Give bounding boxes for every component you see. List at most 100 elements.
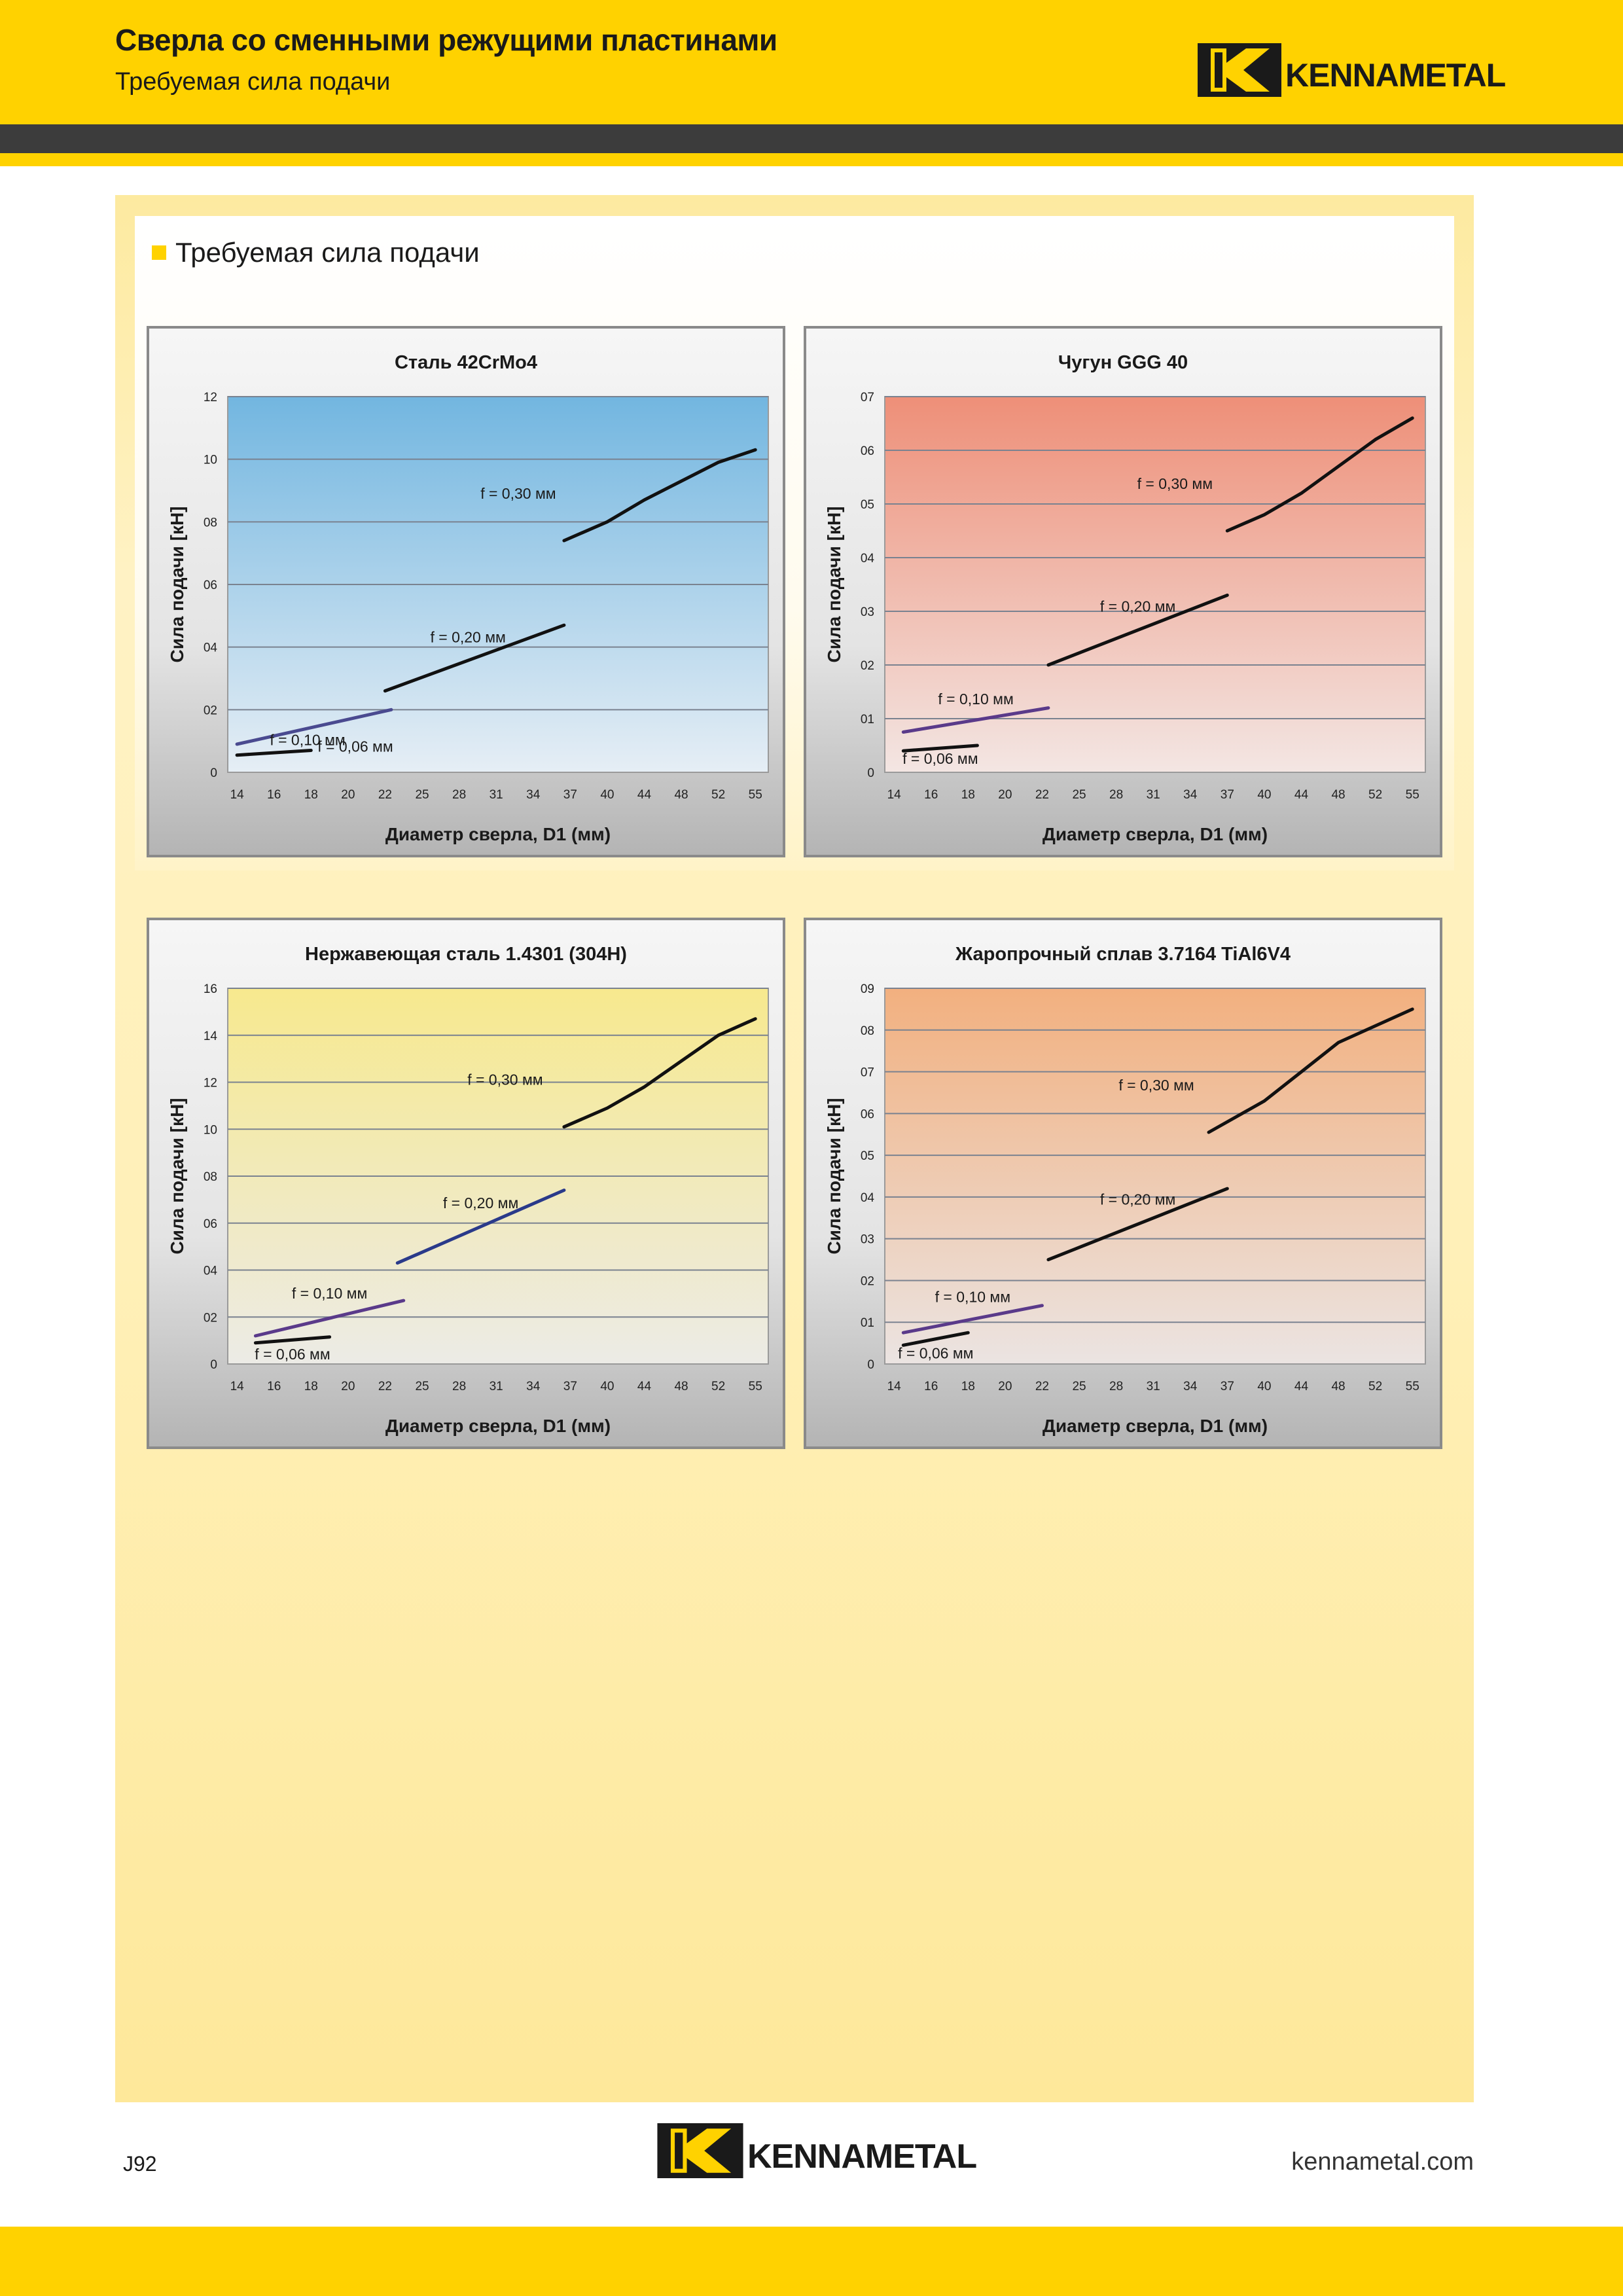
series-line [1207, 1007, 1414, 1134]
x-tick-label: 18 [304, 1380, 318, 1393]
series-line [235, 749, 313, 757]
x-tick-label: 28 [1109, 788, 1123, 802]
chart-plot: 0 02 04 06 08 10 12 14 16 18 20 22 25 28 31 34 37 40 44 48 5… [167, 391, 769, 844]
x-tick-label: 16 [924, 1380, 938, 1393]
series-label: f = 0,30 мм [1118, 1077, 1194, 1094]
header-yellow-strip [0, 153, 1623, 166]
x-tick-label: 16 [267, 1380, 281, 1393]
page-number: J92 [123, 2152, 157, 2176]
x-tick-label: 31 [1147, 1380, 1160, 1393]
y-tick-label: 02 [861, 1274, 874, 1288]
series-label: f = 0,20 мм [430, 628, 505, 645]
y-tick-label: 10 [204, 1123, 217, 1137]
header-dark-strip [0, 124, 1623, 153]
y-tick-label: 07 [861, 1066, 874, 1080]
bullet-square-icon [152, 245, 166, 260]
x-tick-label: 55 [1406, 1380, 1419, 1393]
y-tick-label: 0 [210, 766, 217, 780]
series-label: f = 0,10 мм [938, 691, 1013, 708]
x-tick-label: 48 [1331, 788, 1345, 802]
series-line [901, 1304, 1044, 1335]
x-tick-label: 37 [563, 1380, 577, 1393]
page-title: Сверла со сменными режущими пластинами [115, 23, 777, 57]
series-label: f = 0,10 мм [935, 1288, 1010, 1305]
series-line [562, 448, 757, 543]
series-line [901, 744, 979, 753]
x-tick-label: 14 [230, 1380, 245, 1393]
kennametal-k-icon [657, 2123, 743, 2178]
chart-plot: 0 02 04 06 08 10 12 14 16 14 16 18 20 22 25 28 31 34 37 40 4… [167, 982, 769, 1436]
x-tick-label: 25 [415, 1380, 429, 1393]
y-tick-label: 14 [204, 1030, 218, 1043]
section-heading-text: Требуемая сила подачи [175, 237, 480, 268]
x-tick-label: 22 [1035, 1380, 1049, 1393]
x-tick-label: 52 [1368, 1380, 1382, 1393]
x-tick-label: 14 [230, 788, 245, 802]
series-line [1046, 593, 1229, 667]
x-tick-label: 44 [637, 1380, 652, 1393]
x-tick-label: 44 [637, 788, 652, 802]
y-tick-label: 02 [204, 704, 217, 717]
x-tick-label: 18 [304, 788, 318, 802]
series-line [235, 708, 393, 746]
chart-title: Сталь 42CrMo4 [394, 352, 538, 373]
x-tick-label: 25 [1072, 788, 1086, 802]
website-link[interactable]: kennametal.com [1291, 2148, 1474, 2176]
x-tick-label: 20 [998, 788, 1012, 802]
x-tick-label: 44 [1294, 788, 1309, 802]
y-axis-label: Сила подачи [кН] [824, 1098, 844, 1255]
x-tick-label: 34 [526, 788, 541, 802]
series-label: f = 0,20 мм [443, 1194, 518, 1211]
series-line [562, 1017, 757, 1129]
x-tick-label: 40 [1257, 788, 1271, 802]
x-tick-label: 37 [1221, 788, 1234, 802]
y-tick-label: 06 [204, 1217, 217, 1231]
series-line [901, 706, 1050, 734]
y-tick-label: 0 [867, 766, 874, 780]
series-label: f = 0,10 мм [292, 1285, 367, 1302]
x-tick-label: 40 [600, 788, 614, 802]
x-tick-label: 52 [711, 788, 725, 802]
y-tick-label: 02 [861, 659, 874, 673]
x-tick-label: 34 [1183, 1380, 1198, 1393]
y-tick-label: 16 [204, 982, 217, 996]
x-tick-label: 20 [998, 1380, 1012, 1393]
chart-title: Жаропрочный сплав 3.7164 TiAl6V4 [955, 944, 1291, 965]
y-tick-label: 06 [861, 444, 874, 458]
y-axis-label: Сила подачи [кН] [167, 507, 187, 663]
y-tick-label: 01 [861, 713, 874, 726]
series-label: f = 0,06 мм [255, 1346, 330, 1363]
x-tick-label: 34 [1183, 788, 1198, 802]
series-line [383, 623, 566, 693]
x-tick-label: 40 [1257, 1380, 1271, 1393]
x-tick-label: 18 [961, 788, 975, 802]
kennametal-k-icon [1198, 43, 1281, 97]
y-tick-label: 06 [861, 1107, 874, 1121]
y-tick-label: 05 [861, 1149, 874, 1163]
y-axis-label: Сила подачи [кН] [167, 1098, 187, 1255]
x-tick-label: 14 [887, 788, 902, 802]
chart-title: Чугун GGG 40 [1058, 352, 1188, 373]
y-tick-label: 02 [204, 1311, 217, 1325]
x-tick-label: 37 [563, 788, 577, 802]
x-tick-label: 52 [1368, 788, 1382, 802]
chart-plot: 0 01 02 03 04 05 06 07 14 16 18 20 22 25 28 31 34 37 40 44 4… [824, 391, 1426, 844]
x-tick-label: 52 [711, 1380, 725, 1393]
footer-band [0, 2227, 1623, 2296]
y-tick-label: 04 [861, 552, 875, 565]
series-label: f = 0,30 мм [467, 1071, 543, 1088]
series-label: f = 0,06 мм [902, 750, 978, 767]
x-axis-label: Диаметр сверла, D1 (мм) [1043, 824, 1268, 844]
x-tick-label: 31 [1147, 788, 1160, 802]
x-tick-label: 28 [1109, 1380, 1123, 1393]
y-tick-label: 08 [204, 516, 217, 529]
x-tick-label: 40 [600, 1380, 614, 1393]
y-tick-label: 03 [861, 1233, 874, 1247]
x-tick-label: 31 [490, 1380, 503, 1393]
y-tick-label: 08 [861, 1024, 874, 1038]
series-label: f = 0,30 мм [480, 485, 556, 502]
x-axis-label: Диаметр сверла, D1 (мм) [385, 824, 611, 844]
series-line [1046, 1187, 1229, 1262]
x-tick-label: 55 [749, 788, 762, 802]
x-axis-label: Диаметр сверла, D1 (мм) [385, 1416, 611, 1436]
